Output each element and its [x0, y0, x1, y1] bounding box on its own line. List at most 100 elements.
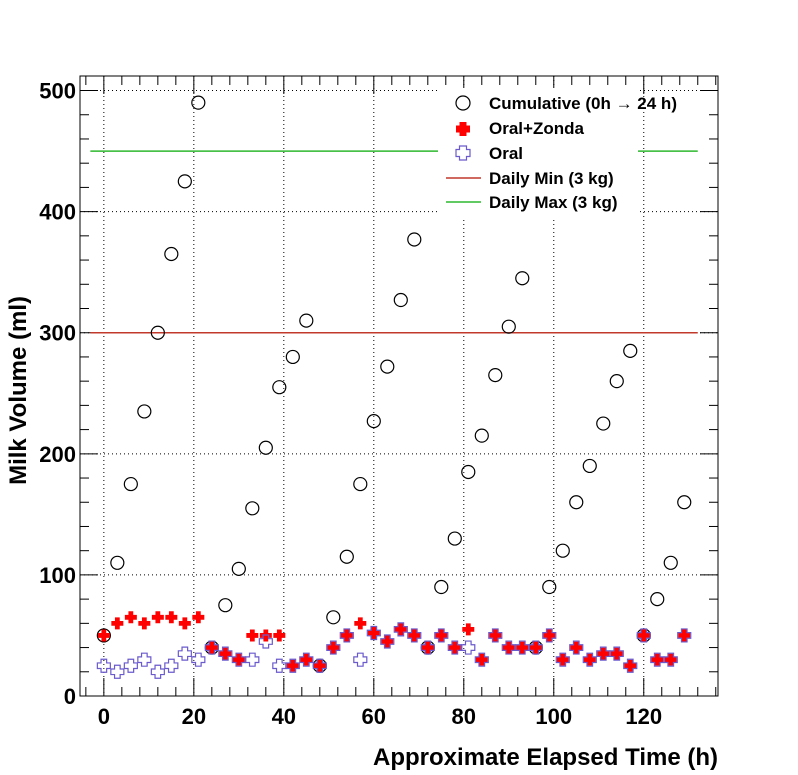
- oral-zonda-point: [232, 653, 245, 666]
- cumulative-point: [245, 501, 260, 516]
- cumulative-point: [285, 349, 300, 365]
- series-oral-zonda: [97, 611, 691, 672]
- cumulative-point: [164, 246, 179, 262]
- oral-point: [650, 652, 665, 667]
- cumulative-point: [488, 368, 503, 383]
- oral-zonda-point: [246, 629, 259, 642]
- cumulative-point: [380, 359, 395, 374]
- oral-zonda-point: [637, 629, 650, 642]
- oral-point: [272, 658, 287, 673]
- oral-point: [434, 628, 449, 643]
- oral-zonda-point: [273, 629, 286, 642]
- oral-zonda-point: [219, 647, 232, 660]
- oral-zonda-point: [435, 629, 448, 642]
- cumulative-point: [299, 313, 314, 328]
- cumulative-point: [596, 416, 611, 431]
- oral-zonda-point: [421, 641, 434, 654]
- oral-zonda-point: [624, 659, 637, 672]
- oral-point: [137, 652, 152, 667]
- oral-zonda-point: [300, 653, 313, 666]
- oral-point: [218, 646, 233, 661]
- cumulative-point: [555, 543, 570, 558]
- plot-frame: [79, 75, 719, 697]
- oral-point: [164, 658, 179, 673]
- x-tick-label: 100: [535, 704, 572, 729]
- cumulative-point: [150, 325, 165, 340]
- cumulative-point: [110, 555, 125, 570]
- cumulative-point: [191, 95, 206, 110]
- oral-zonda-point: [367, 627, 380, 640]
- oral-zonda-point: [448, 641, 461, 654]
- cumulative-point: [609, 374, 624, 389]
- oral-point: [420, 640, 435, 655]
- legend-entry-oral-zonda: Oral+Zonda: [456, 119, 584, 138]
- cumulative-point: [177, 174, 192, 189]
- legend-label-daily-min: Daily Min (3 kg): [489, 169, 614, 188]
- oral-point: [366, 625, 381, 641]
- cumulative-point: [218, 598, 233, 613]
- oral-zonda-point: [651, 653, 664, 666]
- cumulative-point: [650, 592, 665, 607]
- oral-point: [663, 652, 678, 667]
- legend-marker-cumulative: [455, 95, 471, 111]
- y-tick-label: 300: [39, 321, 76, 346]
- y-tick-label: 500: [39, 79, 76, 104]
- cumulative-point: [677, 495, 692, 510]
- x-tick-label: 80: [452, 704, 476, 729]
- x-tick-label: 20: [182, 704, 206, 729]
- cumulative-point: [353, 476, 368, 492]
- oral-point: [285, 658, 300, 673]
- oral-zonda-point: [570, 641, 583, 654]
- cumulative-point: [326, 610, 341, 625]
- oral-point: [596, 646, 611, 661]
- oral-zonda-point: [192, 611, 205, 624]
- axis-ticks: [80, 76, 718, 697]
- oral-zonda-point: [97, 629, 110, 642]
- oral-point: [555, 652, 570, 667]
- oral-point: [542, 628, 557, 643]
- legend-entry-daily-max: Daily Max (3 kg): [446, 193, 618, 212]
- oral-zonda-point: [313, 659, 326, 672]
- oral-point: [191, 652, 206, 667]
- legend-label-oral-zonda: Oral+Zonda: [489, 119, 584, 138]
- oral-point: [393, 622, 408, 637]
- cumulative-point: [515, 271, 530, 286]
- cumulative-point: [393, 292, 408, 308]
- oral-point: [245, 652, 260, 667]
- oral-zonda-point: [394, 623, 407, 636]
- cumulative-point: [461, 464, 476, 480]
- oral-point: [474, 652, 489, 667]
- cumulative-point: [137, 404, 152, 419]
- cumulative-point: [231, 561, 246, 576]
- oral-point: [177, 646, 192, 661]
- oral-point: [488, 628, 503, 643]
- cumulative-point: [623, 343, 638, 358]
- legend: Cumulative (0h → 24 h) Oral+Zonda Oral D…: [438, 88, 677, 218]
- oral-zonda-point: [529, 641, 542, 654]
- cumulative-point: [96, 628, 111, 643]
- cumulative-point: [542, 579, 557, 595]
- y-tick-label: 200: [39, 442, 76, 467]
- legend-entry-oral: Oral: [455, 144, 523, 163]
- series-oral: [96, 622, 692, 679]
- x-axis-label: Approximate Elapsed Time (h): [373, 744, 718, 771]
- legend-label-oral: Oral: [489, 144, 523, 163]
- oral-point: [582, 652, 597, 667]
- oral-point: [110, 664, 125, 679]
- cumulative-point: [407, 232, 422, 247]
- oral-zonda-point: [111, 617, 124, 630]
- oral-zonda-point: [475, 653, 488, 666]
- cumulative-point: [366, 414, 381, 429]
- oral-point: [609, 646, 624, 661]
- oral-point: [407, 628, 422, 643]
- cumulative-point: [447, 531, 462, 546]
- oral-zonda-point: [205, 641, 218, 654]
- legend-marker-oral-zonda: [456, 122, 470, 136]
- x-tick-labels: 0 20 40 60 80 100 120: [98, 704, 662, 729]
- cumulative-point: [339, 549, 354, 564]
- oral-zonda-point: [556, 653, 569, 666]
- oral-point: [339, 628, 354, 643]
- legend-label-daily-max: Daily Max (3 kg): [489, 193, 618, 212]
- oral-zonda-point: [583, 653, 596, 666]
